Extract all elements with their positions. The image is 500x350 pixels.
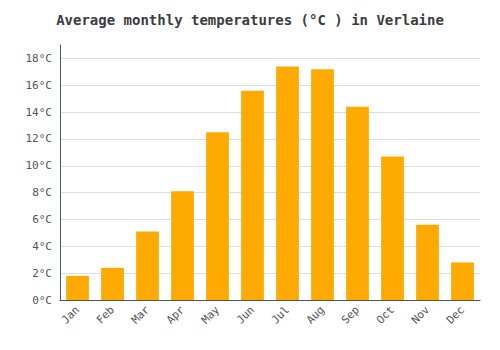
svg-text:Aug: Aug [304, 303, 327, 326]
svg-text:Nov: Nov [409, 303, 432, 326]
svg-text:May: May [199, 303, 222, 326]
svg-text:10°C: 10°C [26, 159, 53, 172]
svg-text:16°C: 16°C [26, 79, 53, 92]
svg-text:Sep: Sep [339, 303, 362, 326]
svg-text:Feb: Feb [94, 303, 117, 326]
svg-text:4°C: 4°C [32, 240, 52, 253]
svg-text:0°C: 0°C [32, 294, 52, 307]
svg-text:Oct: Oct [374, 303, 397, 326]
svg-text:12°C: 12°C [26, 132, 53, 145]
svg-text:Jul: Jul [269, 303, 292, 326]
svg-text:8°C: 8°C [32, 186, 52, 199]
svg-text:Dec: Dec [444, 303, 467, 326]
svg-text:2°C: 2°C [32, 267, 52, 280]
svg-text:Mar: Mar [129, 303, 152, 326]
svg-text:6°C: 6°C [32, 213, 52, 226]
svg-text:Jan: Jan [59, 303, 82, 326]
svg-text:14°C: 14°C [26, 106, 53, 119]
svg-text:18°C: 18°C [26, 52, 53, 65]
svg-text:Average monthly temperatures (: Average monthly temperatures (°C ) in Ve… [56, 12, 444, 28]
svg-text:Apr: Apr [164, 303, 187, 326]
svg-text:Jun: Jun [234, 303, 257, 326]
